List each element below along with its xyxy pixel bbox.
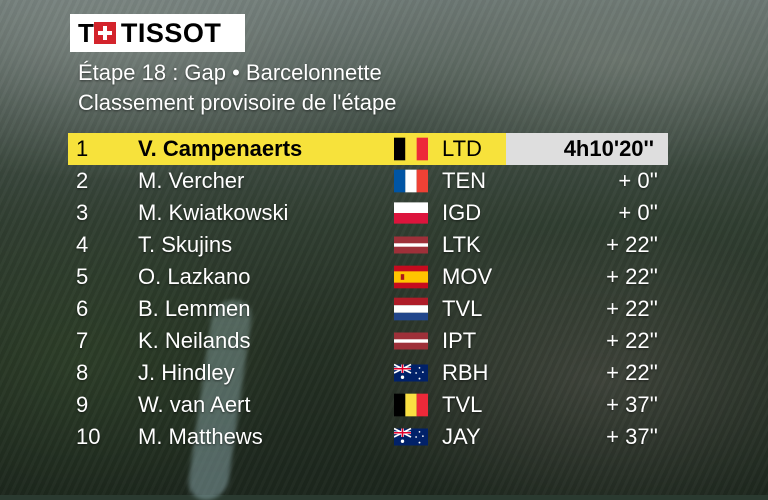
rider-name: J. Hindley: [138, 360, 235, 385]
tissot-logo: T TISSOT: [70, 14, 245, 52]
table-row: 6 B. Lemmen TVL + 22'': [68, 293, 668, 325]
table-row: 10 M. Matthews JAY + 37'': [68, 421, 668, 453]
time-gap: + 0'': [618, 200, 658, 225]
logo-text: TISSOT: [120, 17, 222, 48]
rider-name: M. Vercher: [138, 168, 245, 193]
france-flag-icon: [394, 169, 428, 193]
belgium-flag-icon: [394, 137, 428, 161]
stage-subtitle: Classement provisoire de l'étape: [78, 90, 397, 115]
rider-rank: 4: [76, 232, 89, 257]
team-code: IPT: [442, 328, 477, 353]
table-row: 9 W. van Aert TVL + 37'': [68, 389, 668, 421]
team-code: MOV: [442, 264, 493, 289]
belgium-flag-icon: [394, 393, 428, 417]
table-row: 5 O. Lazkano MOV + 22'': [68, 261, 668, 293]
time-gap: + 22'': [606, 232, 658, 257]
rider-rank: 6: [76, 296, 89, 321]
team-code: TVL: [442, 392, 483, 417]
team-code: IGD: [442, 200, 482, 225]
rider-name: V. Campenaerts: [138, 136, 303, 161]
tissot-logo-mark: T: [78, 20, 119, 46]
leader-time-bar: [506, 133, 668, 165]
logo-prefix: T: [78, 18, 94, 48]
team-code: TVL: [442, 296, 483, 321]
rider-rank: 9: [76, 392, 89, 417]
time-gap: + 37'': [606, 392, 658, 417]
team-code: LTK: [442, 232, 481, 257]
team-code: LTD: [442, 136, 482, 161]
team-code: JAY: [442, 424, 481, 449]
rider-rank: 3: [76, 200, 89, 225]
time-gap: + 22'': [606, 264, 658, 289]
rider-rank: 2: [76, 168, 89, 193]
rider-name: O. Lazkano: [138, 264, 251, 289]
table-row: 2 M. Vercher TEN + 0'': [68, 165, 668, 197]
netherlands-flag-icon: [394, 297, 428, 321]
latvia-flag-icon: [394, 329, 428, 353]
latvia-flag-icon: [394, 233, 428, 257]
stage-title: Étape 18 : Gap • Barcelonnette: [78, 60, 382, 85]
rider-rank: 10: [76, 424, 101, 449]
table-row: 4 T. Skujins LTK + 22'': [68, 229, 668, 261]
standings-table: 1 V. Campenaerts LTD 4h10'20'' 2 M. Vercher TE…: [68, 133, 668, 453]
spain-flag-icon: [394, 265, 428, 289]
rider-rank: 1: [76, 136, 89, 161]
poland-flag-icon: [394, 201, 428, 225]
time-gap: + 22'': [606, 296, 658, 321]
rider-name: B. Lemmen: [138, 296, 251, 321]
leader-highlight-bar: [68, 133, 506, 165]
table-row: 8 J. Hindley RBH + 22'': [68, 357, 668, 389]
australia-flag-icon: [394, 425, 428, 449]
winning-time: 4h10'20'': [563, 136, 654, 161]
rider-name: K. Neilands: [138, 328, 251, 353]
rider-rank: 7: [76, 328, 89, 353]
time-gap: + 0'': [618, 168, 658, 193]
rider-rank: 5: [76, 264, 89, 289]
australia-flag-icon: [394, 361, 428, 385]
rider-name: W. van Aert: [138, 392, 251, 417]
time-gap: + 37'': [606, 424, 658, 449]
rider-name: M. Matthews: [138, 424, 263, 449]
rider-name: M. Kwiatkowski: [138, 200, 289, 225]
table-row-leader: 1 V. Campenaerts LTD 4h10'20'': [68, 133, 668, 165]
table-row: 3 M. Kwiatkowski IGD + 0'': [68, 197, 668, 229]
time-gap: + 22'': [606, 328, 658, 353]
time-gap: + 22'': [606, 360, 658, 385]
rider-name: T. Skujins: [138, 232, 233, 257]
table-row: 7 K. Neilands IPT + 22'': [68, 325, 668, 357]
rider-rank: 8: [76, 360, 89, 385]
swiss-cross-icon: [93, 22, 116, 44]
team-code: TEN: [442, 168, 486, 193]
stage-header: Étape 18 : Gap • Barcelonnette Classemen…: [78, 58, 396, 118]
team-code: RBH: [442, 360, 489, 385]
